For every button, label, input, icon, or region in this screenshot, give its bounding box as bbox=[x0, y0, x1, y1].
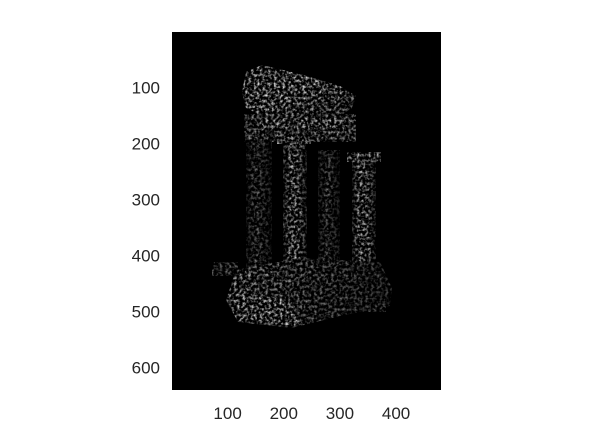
x-tick-label: 200 bbox=[270, 404, 298, 423]
temple-capital-front bbox=[277, 134, 313, 144]
y-tick-label: 300 bbox=[132, 191, 160, 210]
y-tick-label: 500 bbox=[132, 303, 160, 322]
temple-roof bbox=[242, 65, 356, 118]
speckle-patch bbox=[212, 262, 238, 276]
temple-column-middle bbox=[318, 150, 340, 274]
y-tick-label: 200 bbox=[132, 134, 160, 153]
temple-column-front bbox=[283, 140, 307, 278]
temple-capital-right bbox=[347, 152, 381, 162]
x-tick-label: 400 bbox=[382, 404, 410, 423]
temple-entablature-band bbox=[262, 118, 348, 130]
temple-column-left bbox=[246, 140, 272, 272]
y-tick-label: 400 bbox=[132, 247, 160, 266]
x-tick-label: 100 bbox=[213, 404, 241, 423]
y-tick-label: 600 bbox=[132, 359, 160, 378]
temple-base-front-highlight bbox=[232, 292, 300, 326]
speckle-patch bbox=[356, 296, 386, 312]
temple-column-right bbox=[352, 158, 376, 278]
x-axis: 100 200 300 400 bbox=[213, 404, 410, 423]
y-axis: 100 200 300 400 500 600 bbox=[132, 78, 160, 377]
y-tick-label: 100 bbox=[132, 78, 160, 97]
x-tick-label: 300 bbox=[326, 404, 354, 423]
disparity-image bbox=[212, 65, 392, 328]
